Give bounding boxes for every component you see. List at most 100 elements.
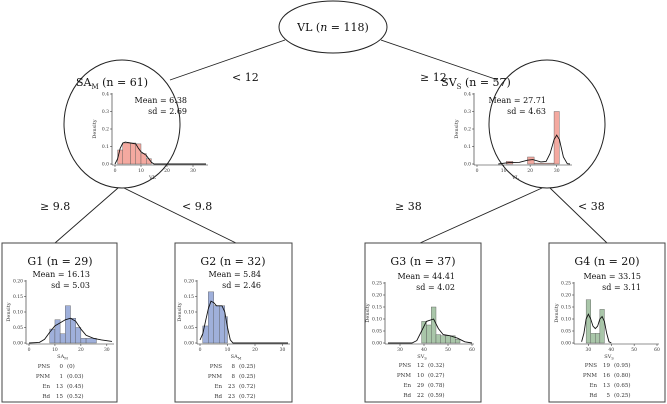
edge-label-root-right: ≥ 12 [420, 71, 447, 84]
row-proportion: (0.27) [428, 372, 445, 379]
x-tick-label: 20 [527, 168, 533, 174]
x-tick-label: 20 [252, 347, 258, 353]
table-row: PNM 16 (0.80) [583, 372, 631, 379]
row-label: En [214, 384, 222, 390]
histogram-bar [65, 305, 71, 344]
node-count: (n = 29) [43, 255, 92, 268]
table-row: Rd 23 (0.72) [214, 393, 255, 400]
row-proportion: (0.03) [67, 373, 84, 380]
row-count: 13 [603, 383, 610, 389]
row-proportion: (0.25) [239, 363, 256, 370]
class-count-table: PNS 0 (0) PNM 1 (0.03) En 13 (0.45) Rd 15 (0.52) [36, 363, 84, 400]
x-tick-label: 10 [138, 168, 144, 174]
y-axis-label: Density [554, 303, 560, 322]
x-tick-label: 20 [164, 168, 170, 174]
class-count-table: PNS 19 (0.95) PNM 16 (0.80) En 13 (0.65) Rd 5 (0.25… [583, 362, 631, 399]
row-count: 0 [60, 364, 64, 370]
histogram-bar [440, 335, 446, 344]
x-axis-label: SAM [57, 354, 68, 361]
y-tick-label: 0.10 [184, 310, 194, 316]
x-tick-label: 0 [28, 347, 31, 353]
row-label: PNM [397, 373, 412, 379]
y-axis-label: Density [6, 302, 12, 321]
y-tick-label: 0.25 [561, 281, 571, 287]
edge-right-g4 [549, 187, 608, 244]
row-label: PNM [208, 374, 223, 380]
x-tick-label: 10 [52, 347, 58, 353]
class-count-table: PNS 12 (0.32) PNM 10 (0.27) En 29 (0.78) Rd 22 (0.5… [397, 362, 445, 399]
table-row: PNS 19 (0.95) [585, 362, 631, 369]
x-tick-label: 30 [397, 347, 403, 353]
x-axis-label: SVS [417, 354, 427, 361]
x-tick-label: 30 [190, 168, 196, 174]
histogram-bar [435, 334, 442, 344]
x-tick-label: 60 [654, 347, 660, 353]
node-title: G3 (n = 37) [390, 255, 455, 268]
edge-label-root-left: < 12 [232, 71, 259, 84]
node-count: (n = 32) [216, 255, 265, 268]
table-row: En 13 (0.45) [42, 383, 83, 390]
histogram-bar [585, 299, 591, 344]
edge-left-g2 [123, 187, 237, 244]
histogram-bar [599, 309, 605, 344]
histogram-bar [455, 339, 461, 344]
node-svs: SVS (n = 57) Mean = 27.71 sd = 4.63 0 10 20 30… [441, 76, 572, 181]
mean-label: Mean = 33.15 [583, 272, 641, 281]
node-title: SAM (n = 61) [76, 76, 148, 91]
x-tick-label: 20 [78, 347, 84, 353]
row-count: 19 [603, 363, 610, 369]
sd-label: sd = 2.69 [148, 107, 187, 116]
row-count: 16 [603, 373, 610, 379]
root-node-label: VL (n = 118) [296, 21, 369, 34]
y-tick-label: 0.20 [13, 279, 23, 285]
histogram-bar [445, 335, 451, 344]
table-row: Rd 22 (0.59) [403, 392, 444, 399]
histogram-bar [54, 319, 61, 344]
row-count: 23 [228, 384, 235, 390]
y-tick-label: 0.05 [13, 325, 23, 331]
y-tick-label: 0.15 [372, 305, 382, 311]
histogram-bar [426, 324, 432, 344]
x-tick-label: 0 [114, 168, 117, 174]
node-title: SVS (n = 57) [441, 76, 511, 91]
density-curve [28, 317, 113, 344]
row-label: PNM [583, 373, 598, 379]
row-label: PNS [585, 363, 598, 369]
x-tick-label: 30 [586, 347, 592, 353]
y-tick-label: 0.05 [184, 325, 194, 331]
x-axis-label: VL [511, 175, 520, 181]
row-label: PNM [36, 374, 51, 380]
edge-label-right-g4: < 38 [578, 200, 605, 213]
row-count: 13 [56, 384, 63, 390]
node-count: (n = 37) [406, 255, 455, 268]
y-tick-label: 0.3 [102, 109, 109, 115]
histogram-bar [130, 142, 137, 165]
row-count: 10 [417, 373, 424, 379]
row-label: Rd [403, 393, 411, 399]
histogram-bar [553, 111, 560, 165]
row-proportion: (0.52) [67, 393, 84, 400]
table-row: PNM 1 (0.03) [36, 373, 84, 380]
table-row: PNS 12 (0.32) [399, 362, 445, 369]
y-tick-label: 0.2 [102, 127, 109, 133]
y-tick-label: 0.15 [13, 294, 23, 300]
node-title: G2 (n = 32) [200, 255, 265, 268]
row-proportion: (0.45) [67, 383, 84, 390]
node-g3: G3 (n = 37) Mean = 44.41 sd = 4.02 30 40 50 60… [365, 255, 475, 399]
sd-label: sd = 5.03 [51, 281, 90, 290]
row-label: En [589, 383, 597, 389]
y-tick-label: 0.05 [561, 329, 571, 335]
edge-root-right [380, 39, 499, 81]
edge-label-right-g3: ≥ 38 [395, 200, 422, 213]
y-axis-label: Density [177, 302, 183, 321]
row-proportion: (0.95) [614, 362, 631, 369]
node-count: (n = 61) [99, 76, 148, 89]
x-tick-label: 10 [225, 347, 231, 353]
sd-label: sd = 4.63 [507, 107, 546, 116]
edge-left-g1 [54, 187, 119, 244]
row-proportion: (0.59) [428, 392, 445, 399]
y-tick-label: 0.1 [102, 144, 109, 150]
x-tick-label: 30 [554, 168, 560, 174]
